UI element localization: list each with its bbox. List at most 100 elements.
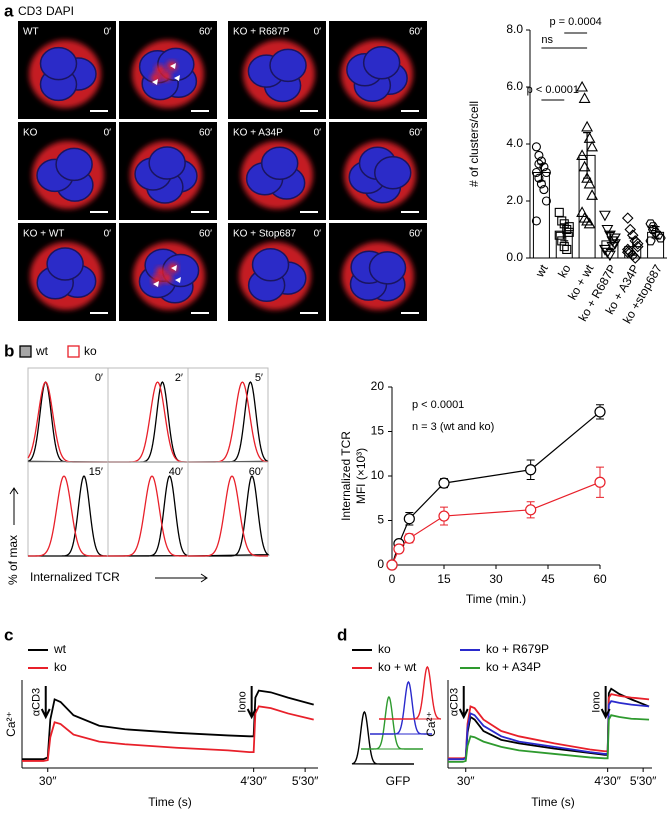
stain-label: DAPI [46, 4, 74, 18]
stimulus-arrow [458, 686, 469, 720]
x-tick-label: 15 [437, 572, 451, 586]
tile-time: 60′ [199, 229, 212, 240]
data-point [594, 406, 606, 418]
data-point [586, 140, 599, 152]
data-point [554, 207, 564, 217]
histogram-curve [188, 475, 268, 557]
histogram-curve [107, 381, 189, 463]
cd3-cluster [162, 273, 172, 283]
y-tick-label: 20 [371, 379, 385, 393]
histogram-curve [188, 381, 269, 463]
stimulus-arrow [600, 686, 611, 720]
x-tick-label: 5′30″ [630, 774, 657, 788]
x-tick-label: 30″ [457, 774, 475, 788]
x-axis-label: Time (s) [148, 795, 192, 809]
y-axis-label: % of max [6, 535, 20, 585]
bar [532, 172, 550, 259]
error-bar [605, 231, 614, 251]
data-point [608, 233, 621, 245]
data-point [525, 464, 537, 476]
histogram-curve [28, 475, 108, 557]
micrograph: KO + WT 0′ [18, 223, 116, 321]
data-point [564, 227, 574, 237]
x-tick-label: 45 [541, 572, 555, 586]
data-point [576, 206, 589, 217]
x-axis-label: Time (min.) [466, 592, 526, 606]
data-point [576, 149, 589, 160]
y-axis-label: MFI (×10³) [354, 448, 368, 504]
histogram-curve [351, 710, 415, 765]
data-point [531, 167, 541, 178]
time-label: 15′ [89, 466, 103, 478]
stimulus-label: αCD3 [449, 688, 461, 716]
tile-time: 60′ [199, 27, 212, 38]
nucleus-lobe [368, 251, 407, 285]
time-label: 5′ [255, 372, 263, 384]
nucleus-lobe [260, 146, 299, 181]
legend-label: ko + wt [378, 660, 417, 674]
micrograph: 60′ [119, 223, 217, 321]
time-label: 2′ [175, 372, 183, 384]
x-tick-label: 4′30″ [240, 774, 267, 788]
arrowhead [174, 75, 180, 81]
x-tick-label: wt [532, 262, 551, 281]
tile-label: KO + A34P [233, 128, 283, 139]
tile-time: 0′ [314, 229, 322, 240]
y-tick-label: 15 [371, 424, 385, 438]
data-point [652, 230, 664, 240]
micrograph: KO + A34P 0′ [228, 122, 326, 220]
data-point [403, 532, 415, 544]
tile-time: 0′ [104, 229, 112, 240]
axis-arrow [9, 487, 19, 525]
stain-label: CD3 [18, 4, 42, 18]
annotation: n = 3 (wt and ko) [412, 421, 494, 433]
data-point [534, 173, 544, 183]
data-point [650, 227, 661, 237]
x-tick-label: 5′30″ [292, 774, 319, 788]
y-axis-label: Ca²⁺ [4, 711, 18, 737]
y-axis-label: # of clusters/cell [467, 101, 481, 187]
micrograph: 60′ [329, 223, 427, 321]
x-tick-label: 60 [593, 572, 607, 586]
legend-swatch [67, 345, 80, 358]
y-axis-label: Internalized TCR [339, 431, 353, 521]
ca-trace [22, 705, 314, 762]
data-point [562, 244, 572, 254]
tile-label: KO + Stop687 [233, 229, 297, 240]
data-point [541, 196, 551, 206]
error-bar [537, 163, 546, 182]
tile-time: 0′ [104, 128, 112, 139]
histogram-curve [27, 381, 109, 463]
data-point [564, 222, 574, 232]
panel-label: c [4, 625, 13, 644]
y-tick-label: 4.0 [506, 136, 523, 150]
y-tick-label: 0.0 [506, 250, 523, 264]
data-point [539, 162, 549, 172]
ca-trace [448, 687, 650, 761]
data-line [391, 481, 601, 566]
arrowhead [153, 281, 159, 287]
error-bar [628, 237, 637, 256]
data-point [598, 210, 611, 222]
significance-label: p = 0.0004 [550, 16, 602, 28]
x-tick-label: ko [555, 262, 574, 280]
data-point [578, 92, 591, 103]
legend-swatch [19, 345, 32, 358]
error-bar [560, 223, 569, 242]
micrograph: WT 0′ [18, 21, 116, 119]
data-point [603, 230, 616, 242]
stimulus-arrow [40, 686, 51, 720]
data-point [586, 189, 599, 200]
data-point [621, 246, 634, 259]
legend-label: ko [84, 344, 97, 358]
legend-label: ko + R679P [486, 642, 549, 656]
stimulus-label: αCD3 [31, 688, 43, 716]
data-point [554, 230, 564, 240]
nucleus-lobe [374, 155, 412, 190]
nucleus-lobe [46, 247, 84, 281]
data-point [438, 510, 450, 522]
ca-trace [22, 689, 314, 761]
data-point [557, 216, 567, 226]
panel-label: d [337, 625, 347, 644]
x-axis-label: GFP [386, 774, 411, 788]
